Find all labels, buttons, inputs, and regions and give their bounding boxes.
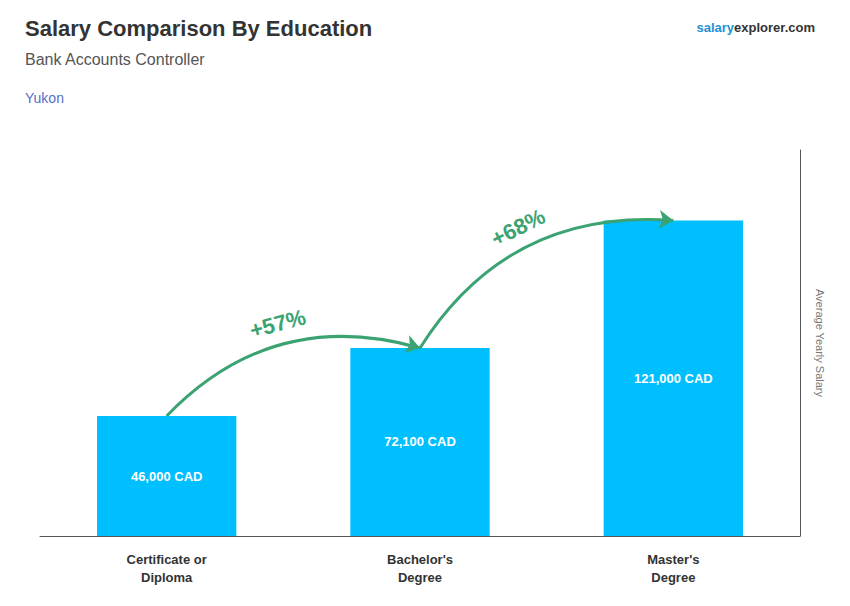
svg-text:Bank Accounts Controller: Bank Accounts Controller — [25, 51, 205, 68]
svg-text:Certificate or: Certificate or — [127, 552, 207, 567]
svg-text:+68%: +68% — [487, 203, 549, 251]
svg-text:Diploma: Diploma — [141, 570, 193, 585]
svg-text:Degree: Degree — [651, 570, 695, 585]
svg-text:Salary Comparison By Education: Salary Comparison By Education — [25, 16, 372, 41]
svg-text:Degree: Degree — [398, 570, 442, 585]
svg-text:46,000 CAD: 46,000 CAD — [131, 469, 203, 484]
svg-text:Yukon: Yukon — [25, 90, 64, 106]
svg-text:+57%: +57% — [247, 304, 308, 343]
svg-text:72,100 CAD: 72,100 CAD — [384, 434, 456, 449]
svg-text:salary: salary — [696, 20, 734, 35]
svg-text:Bachelor's: Bachelor's — [387, 552, 453, 567]
svg-text:Master's: Master's — [647, 552, 699, 567]
svg-text:explorer.com: explorer.com — [734, 20, 815, 35]
svg-text:121,000 CAD: 121,000 CAD — [634, 371, 713, 386]
svg-text:Average Yearly Salary: Average Yearly Salary — [814, 289, 826, 398]
